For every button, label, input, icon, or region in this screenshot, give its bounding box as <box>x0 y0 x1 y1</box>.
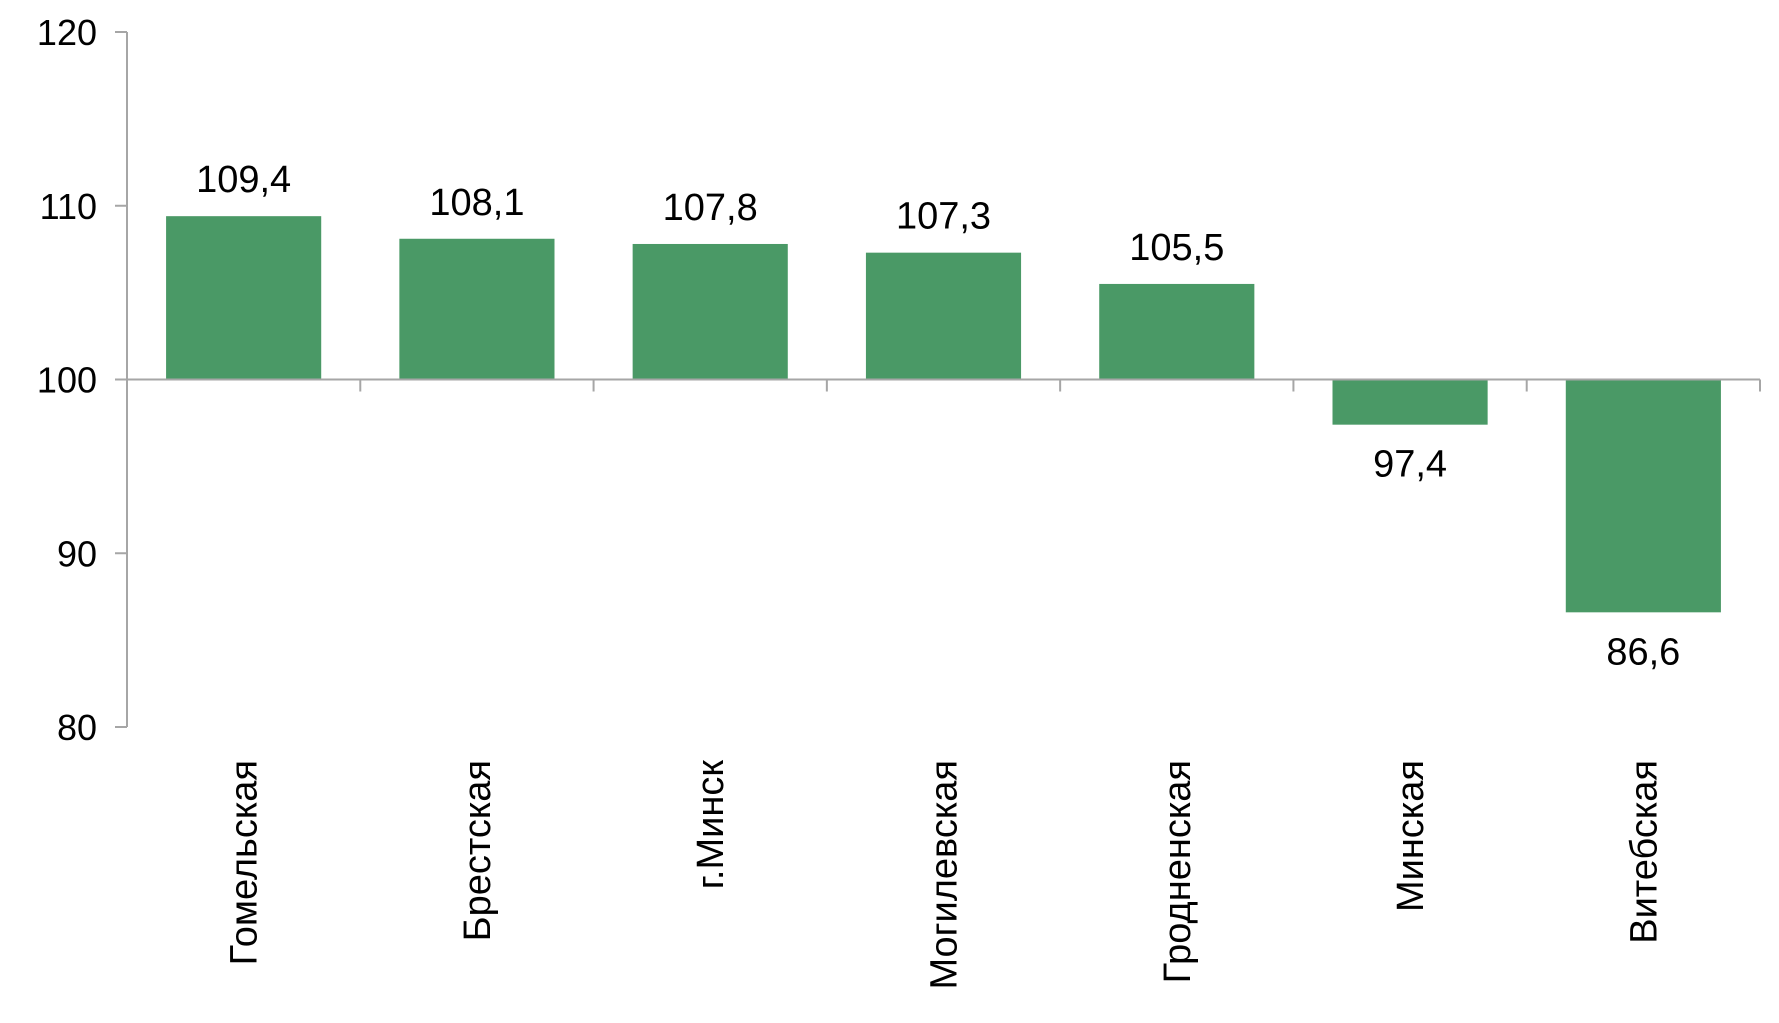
category-label-3: г.Минск <box>690 760 732 890</box>
bar-4 <box>865 252 1022 380</box>
bar-6 <box>1332 379 1488 425</box>
data-label-7: 86,6 <box>1606 631 1680 673</box>
data-label-3: 107,8 <box>663 187 758 229</box>
data-label-1: 109,4 <box>196 159 291 201</box>
data-label-6: 97,4 <box>1373 444 1447 486</box>
bar-3 <box>632 243 788 380</box>
category-label-5: Гродненская <box>1157 760 1199 983</box>
bar-2 <box>399 238 555 380</box>
bar-7 <box>1565 379 1721 613</box>
category-label-2: Брестская <box>457 760 499 941</box>
data-label-4: 107,3 <box>896 196 991 238</box>
category-label-1: Гомельская <box>224 760 266 965</box>
category-label-6: Минская <box>1390 760 1432 912</box>
y-tick-label-1: 80 <box>57 707 97 748</box>
axes-group <box>115 31 1761 728</box>
y-tick-label-3: 100 <box>37 360 97 401</box>
category-label-4: Могилевская <box>924 760 966 990</box>
y-tick-label-5: 120 <box>37 12 97 53</box>
data-label-5: 105,5 <box>1129 227 1224 269</box>
y-tick-label-2: 90 <box>57 533 97 574</box>
category-label-7: Витебская <box>1623 760 1665 944</box>
labels-group: 109,4 Гомельская 108,1 Брестская 107,8 г.Минс… <box>37 12 1680 990</box>
bars-group <box>166 216 1721 613</box>
bar-5 <box>1099 283 1255 380</box>
y-tick-label-4: 110 <box>40 186 97 227</box>
data-label-2: 108,1 <box>429 182 524 224</box>
bar-1 <box>166 216 322 380</box>
